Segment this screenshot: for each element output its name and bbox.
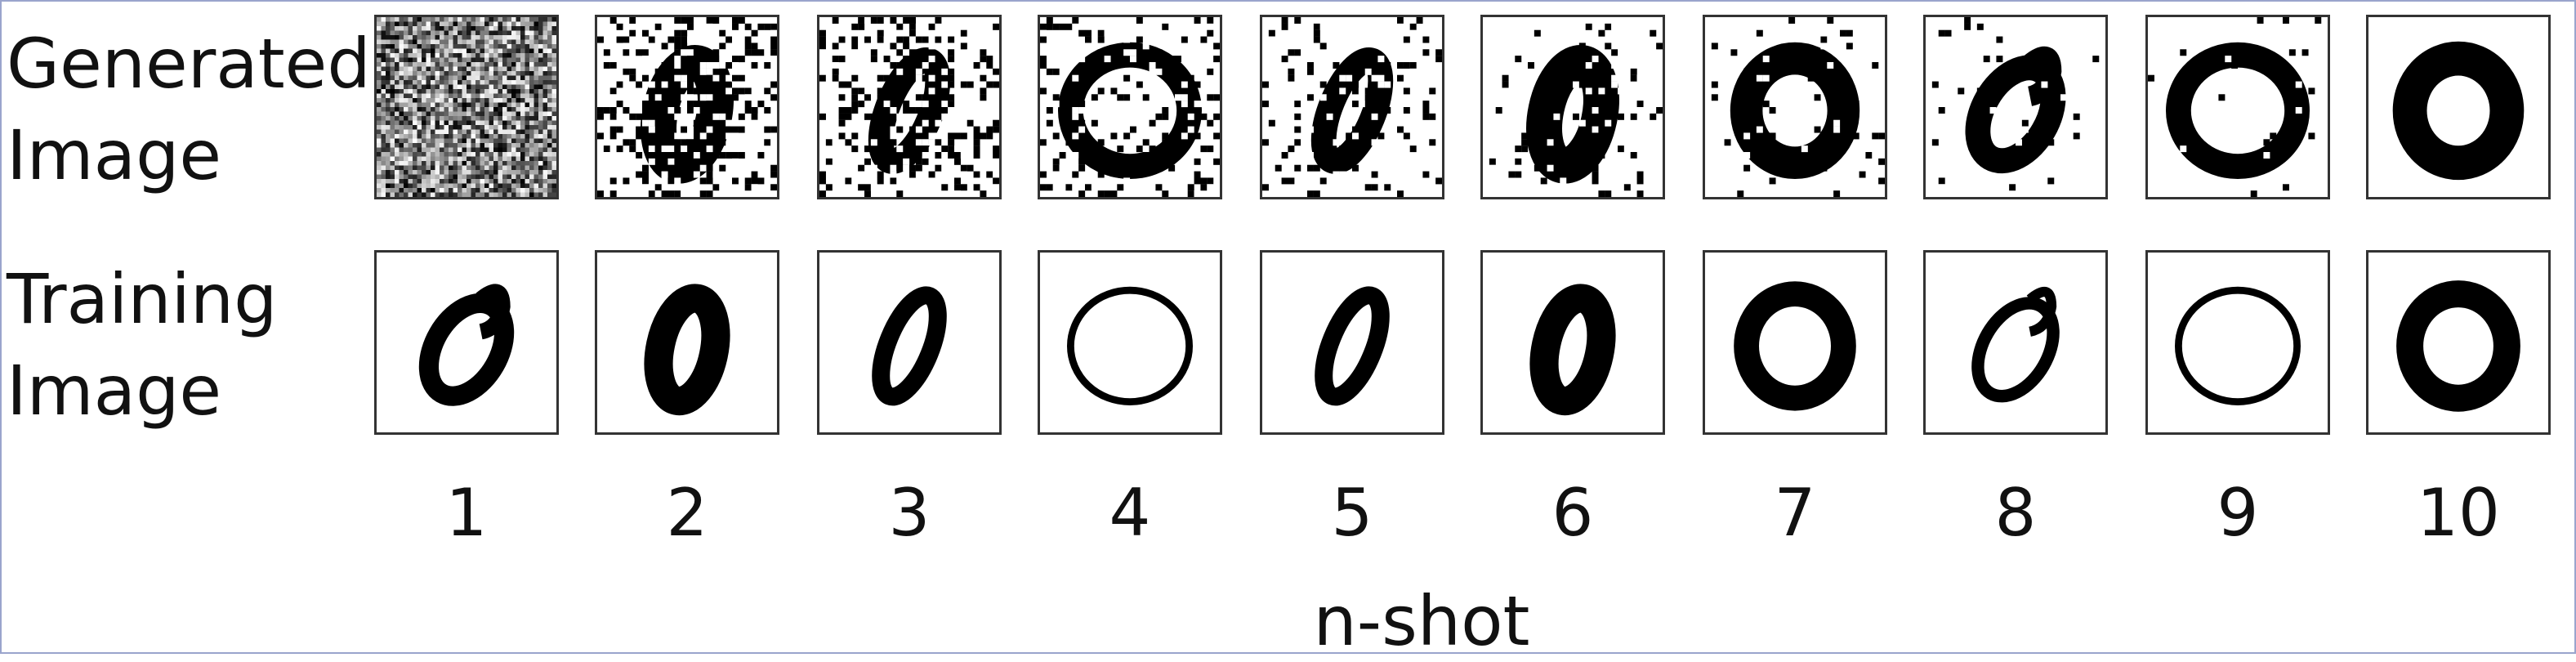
generated-image-10 [2366, 15, 2551, 199]
shot-number-2: 2 [666, 475, 708, 551]
training-image-2 [595, 250, 779, 435]
generated-image-7 [1703, 15, 1887, 199]
shot-number-9: 9 [2217, 475, 2259, 551]
training-digit-zero-6 [1529, 284, 1616, 416]
generated-image-2 [595, 15, 779, 199]
x-axis-label: n-shot [1313, 581, 1530, 661]
generated-digit-zero-6 [1526, 45, 1619, 184]
training-image-3 [817, 250, 1002, 435]
generated-image-1 [374, 15, 559, 199]
generated-label-line1: Generated [7, 24, 371, 104]
shot-number-10: 10 [2417, 475, 2500, 551]
generated-image-5 [1260, 15, 1444, 199]
training-digit-zero-4 [1067, 286, 1193, 405]
generated-image-8 [1923, 15, 2108, 199]
training-image-7 [1703, 250, 1887, 435]
training-image-1 [374, 250, 559, 435]
generated-digit-zero-10 [2392, 41, 2525, 181]
training-image-10 [2366, 250, 2551, 435]
training-digit-zero-2 [644, 284, 730, 416]
training-image-5 [1260, 250, 1444, 435]
training-image-9 [2145, 250, 2330, 435]
generated-digit-zero-9 [2166, 42, 2310, 179]
generated-label-line2: Image [7, 115, 222, 195]
generated-image-3 [817, 15, 1002, 199]
training-image-6 [1480, 250, 1665, 435]
shot-number-4: 4 [1109, 475, 1151, 551]
training-label-line1: Training [7, 259, 278, 339]
shot-number-5: 5 [1331, 475, 1373, 551]
training-digit-zero-9 [2175, 286, 2301, 405]
training-digit-zero-1 [418, 284, 515, 406]
training-digit-zero-5 [1315, 286, 1390, 406]
shot-number-6: 6 [1551, 475, 1594, 551]
generated-row-label: Generated Image [7, 18, 371, 201]
training-row-label: Training Image [7, 253, 277, 436]
training-label-line2: Image [7, 351, 222, 431]
shot-number-7: 7 [1774, 475, 1816, 551]
generated-image-6 [1480, 15, 1665, 199]
training-digit-zero-3 [872, 286, 947, 406]
shot-number-8: 8 [1994, 475, 2037, 551]
shot-number-1: 1 [445, 475, 488, 551]
training-image-8 [1923, 250, 2108, 435]
training-digit-zero-10 [2396, 280, 2520, 412]
training-image-4 [1038, 250, 1222, 435]
generated-image-4 [1038, 15, 1222, 199]
shot-number-3: 3 [888, 475, 931, 551]
training-digit-zero-8 [1971, 286, 2060, 403]
generated-digit-zero-7 [1730, 42, 1860, 179]
training-digit-zero-7 [1734, 281, 1856, 411]
generated-image-9 [2145, 15, 2330, 199]
